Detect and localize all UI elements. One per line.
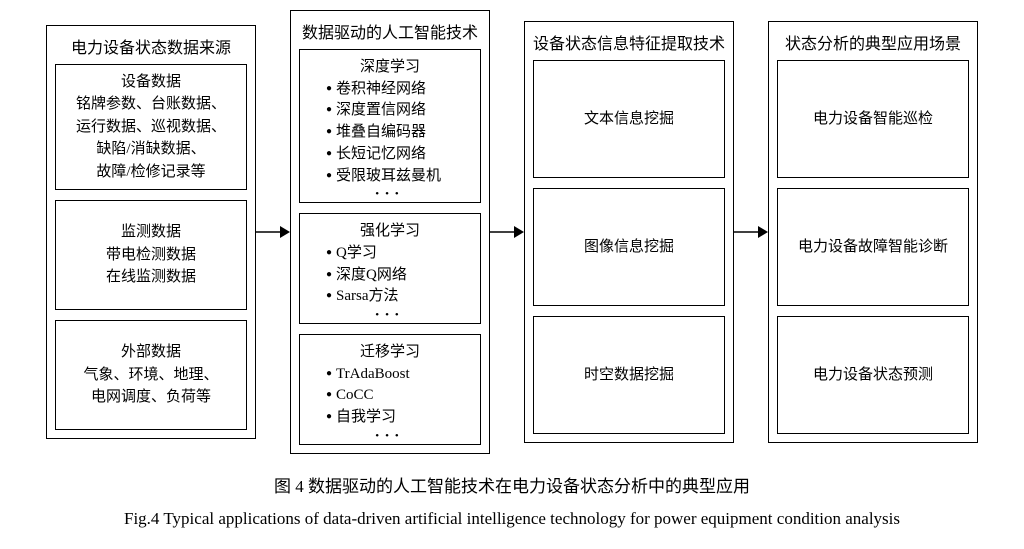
- column-header: 设备状态信息特征提取技术: [533, 28, 725, 60]
- column-ai-tech: 数据驱动的人工智能技术 深度学习 卷积神经网络 深度置信网络 堆叠自编码器 长短…: [290, 10, 490, 454]
- bullet-list: 卷积神经网络 深度置信网络 堆叠自编码器 长短记忆网络 受限玻耳兹曼机: [308, 79, 472, 188]
- box-center: 电力设备智能巡检: [786, 108, 960, 131]
- box-spatiotemporal-mining: 时空数据挖掘: [533, 316, 725, 434]
- bullet: CoCC: [326, 385, 472, 407]
- caption-cn: 图 4 数据驱动的人工智能技术在电力设备状态分析中的典型应用: [274, 472, 750, 497]
- box-center: 文本信息挖掘: [542, 108, 716, 131]
- box-subtitle: 设备数据: [64, 71, 238, 94]
- box-transfer-learning: 迁移学习 TrAdaBoost CoCC 自我学习 •••: [299, 334, 481, 445]
- line: 气象、环境、地理、: [64, 364, 238, 387]
- ellipsis-icon: •••: [308, 431, 472, 442]
- box-center: 图像信息挖掘: [542, 236, 716, 259]
- bullet: 深度Q网络: [326, 265, 472, 287]
- bullet-list: TrAdaBoost CoCC 自我学习: [308, 364, 472, 429]
- box-subtitle: 深度学习: [308, 56, 472, 79]
- bullet: 堆叠自编码器: [326, 122, 472, 144]
- box-center: 电力设备故障智能诊断: [786, 236, 960, 259]
- bullet: 卷积神经网络: [326, 79, 472, 101]
- box-external-data: 外部数据 气象、环境、地理、 电网调度、负荷等: [55, 320, 247, 430]
- bullet: 自我学习: [326, 407, 472, 429]
- box-text-mining: 文本信息挖掘: [533, 60, 725, 178]
- box-fault-diagnosis: 电力设备故障智能诊断: [777, 188, 969, 306]
- line: 缺陷/消缺数据、: [64, 138, 238, 161]
- arrow-icon: [734, 223, 768, 241]
- ellipsis-icon: •••: [308, 310, 472, 321]
- box-monitoring-data: 监测数据 带电检测数据 在线监测数据: [55, 200, 247, 310]
- column-feature-extraction: 设备状态信息特征提取技术 文本信息挖掘 图像信息挖掘 时空数据挖掘: [524, 21, 734, 443]
- column-header: 状态分析的典型应用场景: [777, 28, 969, 60]
- box-state-prediction: 电力设备状态预测: [777, 316, 969, 434]
- column-header: 数据驱动的人工智能技术: [299, 17, 481, 49]
- diagram-row: 电力设备状态数据来源 设备数据 铭牌参数、台账数据、 运行数据、巡视数据、 缺陷…: [46, 10, 978, 454]
- bullet: 受限玻耳兹曼机: [326, 166, 472, 188]
- column-applications: 状态分析的典型应用场景 电力设备智能巡检 电力设备故障智能诊断 电力设备状态预测: [768, 21, 978, 443]
- line: 铭牌参数、台账数据、: [64, 93, 238, 116]
- line: 故障/检修记录等: [64, 161, 238, 184]
- box-intelligent-inspection: 电力设备智能巡检: [777, 60, 969, 178]
- column-header: 电力设备状态数据来源: [55, 32, 247, 64]
- box-center: 电力设备状态预测: [786, 364, 960, 387]
- box-subtitle: 迁移学习: [308, 341, 472, 364]
- box-body: 带电检测数据 在线监测数据: [64, 244, 238, 289]
- box-center: 时空数据挖掘: [542, 364, 716, 387]
- box-body: 气象、环境、地理、 电网调度、负荷等: [64, 364, 238, 409]
- bullet: Q学习: [326, 243, 472, 265]
- column-data-sources: 电力设备状态数据来源 设备数据 铭牌参数、台账数据、 运行数据、巡视数据、 缺陷…: [46, 25, 256, 440]
- box-deep-learning: 深度学习 卷积神经网络 深度置信网络 堆叠自编码器 长短记忆网络 受限玻耳兹曼机…: [299, 49, 481, 203]
- box-reinforcement-learning: 强化学习 Q学习 深度Q网络 Sarsa方法 •••: [299, 213, 481, 324]
- bullet: Sarsa方法: [326, 286, 472, 308]
- line: 运行数据、巡视数据、: [64, 116, 238, 139]
- line: 电网调度、负荷等: [64, 386, 238, 409]
- box-image-mining: 图像信息挖掘: [533, 188, 725, 306]
- box-body: 铭牌参数、台账数据、 运行数据、巡视数据、 缺陷/消缺数据、 故障/检修记录等: [64, 93, 238, 183]
- arrow-icon: [490, 223, 524, 241]
- line: 在线监测数据: [64, 266, 238, 289]
- bullet-list: Q学习 深度Q网络 Sarsa方法: [308, 243, 472, 308]
- box-subtitle: 强化学习: [308, 220, 472, 243]
- bullet: 长短记忆网络: [326, 144, 472, 166]
- arrow-icon: [256, 223, 290, 241]
- box-subtitle: 监测数据: [64, 221, 238, 244]
- bullet: TrAdaBoost: [326, 364, 472, 386]
- line: 带电检测数据: [64, 244, 238, 267]
- bullet: 深度置信网络: [326, 100, 472, 122]
- caption-en: Fig.4 Typical applications of data-drive…: [124, 509, 900, 529]
- ellipsis-icon: •••: [308, 189, 472, 200]
- box-subtitle: 外部数据: [64, 341, 238, 364]
- box-device-data: 设备数据 铭牌参数、台账数据、 运行数据、巡视数据、 缺陷/消缺数据、 故障/检…: [55, 64, 247, 191]
